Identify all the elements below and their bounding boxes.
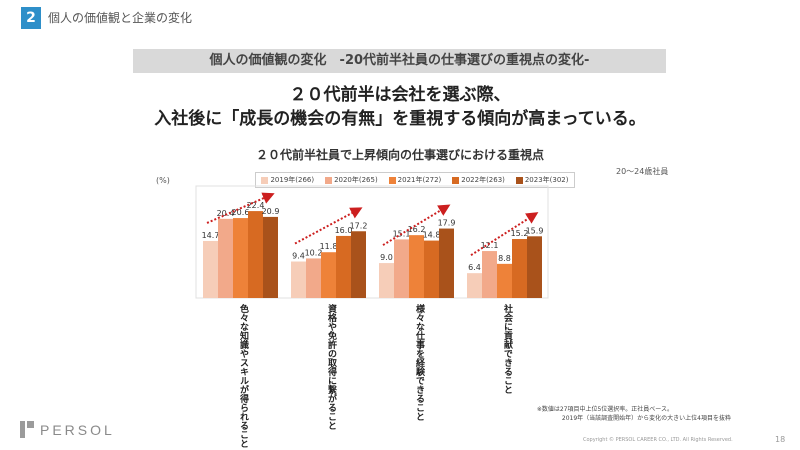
bar <box>336 235 351 298</box>
bar <box>482 251 497 298</box>
legend-item-3: 2022年(263) <box>452 175 505 185</box>
data-label: 8.8 <box>498 254 511 263</box>
bar <box>218 218 233 298</box>
section-number-badge: 2 <box>21 7 41 29</box>
data-label: 9.4 <box>292 252 305 261</box>
data-label: 11.8 <box>320 242 338 251</box>
trend-arrow <box>382 204 451 246</box>
data-label: 20.6 <box>232 208 250 217</box>
bar <box>379 263 394 298</box>
bar <box>424 240 439 298</box>
bar <box>306 258 321 298</box>
legend-swatch <box>388 176 396 184</box>
category-label: 様々な仕事を経験できること <box>414 303 426 421</box>
data-label: 17.9 <box>438 219 456 228</box>
data-label: 16.2 <box>408 225 426 234</box>
page-number: 18 <box>775 435 786 444</box>
legend-swatch <box>452 176 460 184</box>
legend-swatch <box>325 176 333 184</box>
chart-legend: 2019年(266) 2020年(265) 2021年(272) 2022年(263)… <box>255 172 575 188</box>
bar <box>497 263 512 298</box>
footnote-2: 2019年（当該調査開始年）から変化の大きい上位4項目を抜粋 <box>561 415 731 422</box>
trend-arrow <box>294 207 363 245</box>
bar <box>409 235 424 298</box>
data-label: 14.7 <box>202 231 220 240</box>
data-label: 15.9 <box>526 226 544 235</box>
category-label: 資格や免許の取得に繋がること <box>326 303 338 430</box>
headline-line-1: ２０代前半は会社を選ぶ際、 <box>289 85 511 105</box>
data-label: 14.8 <box>423 231 441 240</box>
legend-item-2: 2021年(272) <box>388 175 442 185</box>
topic-banner-text: 個人の価値観の変化 -20代前半社員の仕事選びの重視点の変化- <box>209 53 590 68</box>
bar <box>439 228 454 298</box>
copyright: Copyright © PERSOL CAREER CO., LTD. All … <box>583 437 733 443</box>
category-label: 社会に貢献できること <box>502 303 514 394</box>
data-label: 6.4 <box>468 263 481 272</box>
data-label: 17.2 <box>350 221 368 230</box>
brand-name: PERSOL <box>40 421 115 438</box>
legend-item-1: 2020年(265) <box>325 175 378 185</box>
plot-frame <box>195 185 549 299</box>
bar <box>233 218 248 298</box>
bar <box>291 261 306 298</box>
legend-label: 2022年(263) <box>461 176 505 184</box>
data-label: 12.1 <box>481 241 499 250</box>
headline-line-2: 入社後に「成長の機会の有無」を重視する傾向が高まっている。 <box>154 109 646 129</box>
data-label: 10.2 <box>305 248 323 257</box>
chart-title: ２０代前半社員で上昇傾向の仕事選びにおける重視点 <box>255 148 544 162</box>
data-label: 15.2 <box>511 229 529 238</box>
legend-label: 2021年(272) <box>397 176 442 184</box>
bar <box>203 240 218 298</box>
bar <box>248 211 263 298</box>
legend-label: 2023年(302) <box>524 176 569 184</box>
footnote-1: ※数値は27項目中上位5位選択率。正社員ベース。 <box>536 406 673 413</box>
section-title: 個人の価値観と企業の変化 <box>48 11 193 25</box>
bar <box>527 236 542 298</box>
data-label: 20.4 <box>217 209 235 218</box>
persol-logo: PERSOL <box>20 421 115 438</box>
topic-banner: 個人の価値観の変化 -20代前半社員の仕事選びの重視点の変化- <box>133 49 666 73</box>
legend-label: 2019年(266) <box>270 176 315 184</box>
legend-item-0: 2019年(266) <box>261 175 314 185</box>
data-label: 20.9 <box>262 207 280 216</box>
legend-swatch <box>515 176 523 184</box>
bar <box>321 252 336 298</box>
bar <box>394 239 409 298</box>
bar <box>263 216 278 298</box>
y-unit-label: (%) <box>156 176 170 185</box>
persol-logo-icon <box>20 421 34 438</box>
legend-label: 2020年(265) <box>334 176 378 184</box>
chart-subtitle: 20～24歳社員 <box>616 167 669 176</box>
legend-item-4: 2023年(302) <box>515 175 569 185</box>
category-label: 色々な知識やスキルが得られること <box>238 303 250 448</box>
data-label: 16.0 <box>335 226 353 235</box>
data-label: 9.0 <box>380 253 393 262</box>
legend-swatch <box>261 176 269 184</box>
bar <box>351 231 366 298</box>
bar <box>467 273 482 298</box>
trend-arrow <box>470 212 539 257</box>
bar <box>512 239 527 298</box>
data-label: 22.4 <box>247 201 265 210</box>
